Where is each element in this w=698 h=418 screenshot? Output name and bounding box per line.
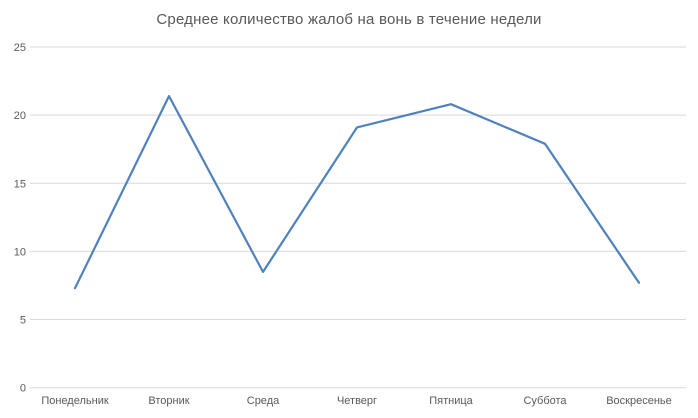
x-axis-label: Четверг xyxy=(337,395,377,407)
y-tick-label: 10 xyxy=(14,246,26,258)
data-line xyxy=(73,94,641,290)
y-tick-label: 25 xyxy=(14,42,26,54)
x-axis-label: Среда xyxy=(247,395,280,407)
y-tick-label: 15 xyxy=(14,178,26,190)
x-axis-label: Воскресенье xyxy=(606,395,672,407)
x-axis-label: Вторник xyxy=(148,395,189,407)
x-axis-label: Пятница xyxy=(429,395,473,407)
y-tick-label: 20 xyxy=(14,110,26,122)
x-axis-label: Понедельник xyxy=(41,395,109,407)
chart-title: Среднее количество жалоб на вонь в течен… xyxy=(156,11,542,28)
y-tick-label: 0 xyxy=(20,383,26,395)
y-tick-label: 5 xyxy=(20,315,26,327)
x-axis-label: Суббота xyxy=(523,395,567,407)
